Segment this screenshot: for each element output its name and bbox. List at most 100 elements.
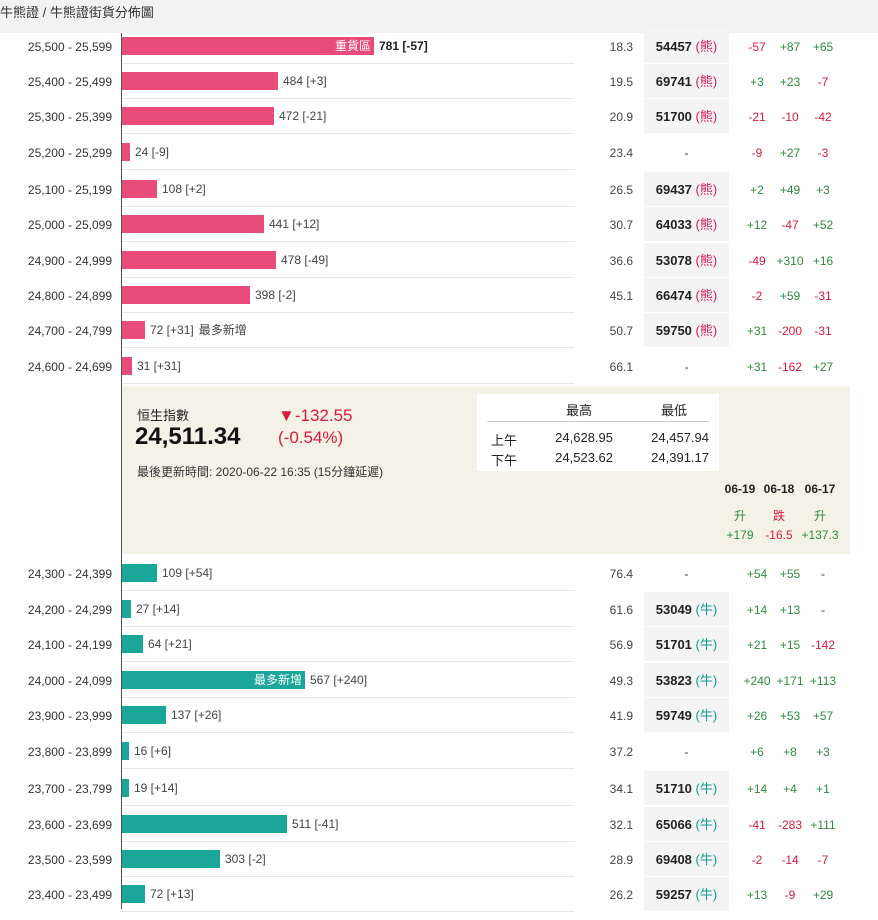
warrant-code-link[interactable]: 59257 (牛) bbox=[644, 877, 729, 911]
day-date: 06-17 bbox=[804, 482, 836, 496]
daily-change: +55 bbox=[779, 567, 801, 581]
day-direction: 升 bbox=[733, 509, 746, 523]
percent-value: 18.3 bbox=[609, 40, 633, 54]
percent-value: 37.2 bbox=[609, 745, 633, 759]
table-row: 25,500 - 25,599 重貨區 781 [-57] 18.3 54457 (熊)… bbox=[0, 29, 878, 72]
daily-change: +13 bbox=[746, 888, 768, 902]
table-row: 24,800 - 24,899 398 [-2] 45.1 66474 (熊) -2 +5… bbox=[0, 278, 878, 321]
percent-value: 45.1 bbox=[609, 289, 633, 303]
price-range: 24,700 - 24,799 bbox=[27, 324, 112, 338]
warrant-code: 59749 bbox=[655, 708, 692, 723]
daily-change: +53 bbox=[779, 709, 801, 723]
percent-value: 34.1 bbox=[609, 782, 633, 796]
price-range: 23,900 - 23,999 bbox=[27, 709, 112, 723]
warrant-code: 69741 bbox=[655, 74, 692, 89]
bull-bar bbox=[122, 635, 143, 653]
daily-change: -142 bbox=[810, 638, 836, 652]
bear-bar bbox=[122, 286, 250, 304]
daily-change: +27 bbox=[812, 360, 834, 374]
percent-value: 26.2 bbox=[609, 888, 633, 902]
percent-value: 23.4 bbox=[609, 146, 633, 160]
warrant-code: - bbox=[684, 745, 689, 759]
bar-inner-label: 重貨區 bbox=[334, 39, 371, 53]
row-divider bbox=[122, 732, 574, 733]
warrant-code-link[interactable]: 59750 (熊) bbox=[644, 313, 729, 347]
day-change: +179 bbox=[726, 528, 754, 542]
day-change: +137.3 bbox=[801, 528, 839, 542]
warrant-type: 熊 bbox=[699, 39, 713, 54]
daily-change: +13 bbox=[779, 603, 801, 617]
outstanding-count: 484 [+3] bbox=[283, 74, 327, 88]
table-row: 23,800 - 23,899 16 [+6] 37.2 - +6 +8 +3 bbox=[0, 742, 878, 777]
table-row: 24,100 - 24,199 64 [+21] 56.9 51701 (牛) +21 +… bbox=[0, 627, 878, 670]
outstanding-count: 781 [-57] bbox=[379, 39, 428, 53]
warrant-type: 熊 bbox=[699, 109, 713, 124]
warrant-code-link[interactable]: 51701 (牛) bbox=[644, 627, 729, 661]
low-header: 最低 bbox=[660, 403, 687, 418]
daily-change: -3 bbox=[817, 146, 829, 160]
daily-change: +14 bbox=[746, 782, 768, 796]
warrant-code-link[interactable]: 69408 (牛) bbox=[644, 842, 729, 876]
pm-label: 下午 bbox=[491, 453, 518, 468]
highlight-label: 最多新增 bbox=[198, 323, 247, 337]
daily-change: -2 bbox=[751, 289, 763, 303]
outstanding-count: 108 [+2] bbox=[162, 182, 206, 196]
table-row: 25,100 - 25,199 108 [+2] 26.5 69437 (熊) +2 +4… bbox=[0, 172, 878, 215]
warrant-code-link[interactable]: 51710 (牛) bbox=[644, 771, 729, 805]
warrant-code-link[interactable]: 51700 (熊) bbox=[644, 99, 729, 133]
warrant-code-link[interactable]: 69741 (熊) bbox=[644, 64, 729, 98]
bull-bar bbox=[122, 742, 129, 760]
daily-change: +3 bbox=[816, 183, 830, 197]
warrant-code-link[interactable]: 64033 (熊) bbox=[644, 207, 729, 241]
price-range: 24,900 - 24,999 bbox=[27, 254, 112, 268]
bear-bar bbox=[122, 72, 278, 90]
warrant-code-link[interactable]: 53078 (熊) bbox=[644, 243, 729, 277]
daily-change: -31 bbox=[814, 289, 832, 303]
percent-value: 20.9 bbox=[609, 110, 633, 124]
warrant-code: 51701 bbox=[655, 637, 692, 652]
warrant-code-link[interactable]: 69437 (熊) bbox=[644, 172, 729, 206]
bull-bar bbox=[122, 600, 131, 618]
warrant-code: 64033 bbox=[655, 217, 692, 232]
table-row: 24,600 - 24,699 31 [+31] 66.1 - +31 -162 +27 bbox=[0, 357, 878, 392]
daily-change: +59 bbox=[779, 289, 801, 303]
warrant-code-link[interactable]: 66474 (熊) bbox=[644, 278, 729, 312]
price-range: 25,500 - 25,599 bbox=[27, 40, 112, 54]
price-range: 25,300 - 25,399 bbox=[27, 110, 112, 124]
daily-change: -42 bbox=[814, 110, 832, 124]
daily-change: +87 bbox=[779, 40, 801, 54]
outstanding-count: 137 [+26] bbox=[171, 708, 222, 722]
warrant-code: - bbox=[684, 360, 689, 374]
warrant-code-link[interactable]: 54457 (熊) bbox=[644, 29, 729, 63]
warrant-code-link[interactable]: 53823 (牛) bbox=[644, 663, 729, 697]
bull-bar bbox=[122, 815, 287, 833]
table-row: 24,300 - 24,399 109 [+54] 76.4 - +54 +55 - bbox=[0, 564, 878, 599]
warrant-code-link[interactable]: 65066 (牛) bbox=[644, 807, 729, 841]
daily-change: - bbox=[821, 567, 825, 581]
table-row: 24,200 - 24,299 27 [+14] 61.6 53049 (牛) +14 +… bbox=[0, 592, 878, 635]
warrant-code-link[interactable]: 59749 (牛) bbox=[644, 698, 729, 732]
daily-change: +171 bbox=[776, 674, 804, 688]
daily-change: -2 bbox=[751, 853, 763, 867]
daily-change: +54 bbox=[746, 567, 768, 581]
daily-change: -9 bbox=[751, 146, 763, 160]
row-divider bbox=[122, 241, 574, 242]
price-range: 24,800 - 24,899 bbox=[27, 289, 112, 303]
warrant-code: - bbox=[684, 567, 689, 581]
index-label: 恒生指數 bbox=[137, 408, 190, 423]
bear-bar bbox=[122, 251, 276, 269]
warrant-code-link[interactable]: 53049 (牛) bbox=[644, 592, 729, 626]
daily-change: +21 bbox=[746, 638, 768, 652]
warrant-code: 69408 bbox=[655, 852, 692, 867]
bear-bar: 重貨區 bbox=[122, 37, 374, 55]
price-range: 23,600 - 23,699 bbox=[27, 818, 112, 832]
bull-bar bbox=[122, 706, 166, 724]
percent-value: 56.9 bbox=[609, 638, 633, 652]
percent-value: 41.9 bbox=[609, 709, 633, 723]
percent-value: 76.4 bbox=[609, 567, 633, 581]
daily-change: -283 bbox=[777, 818, 803, 832]
table-row: 23,900 - 23,999 137 [+26] 41.9 59749 (牛) +26… bbox=[0, 698, 878, 741]
warrant-type: 牛 bbox=[699, 602, 713, 617]
daily-change: +23 bbox=[779, 75, 801, 89]
table-divider bbox=[487, 421, 709, 422]
